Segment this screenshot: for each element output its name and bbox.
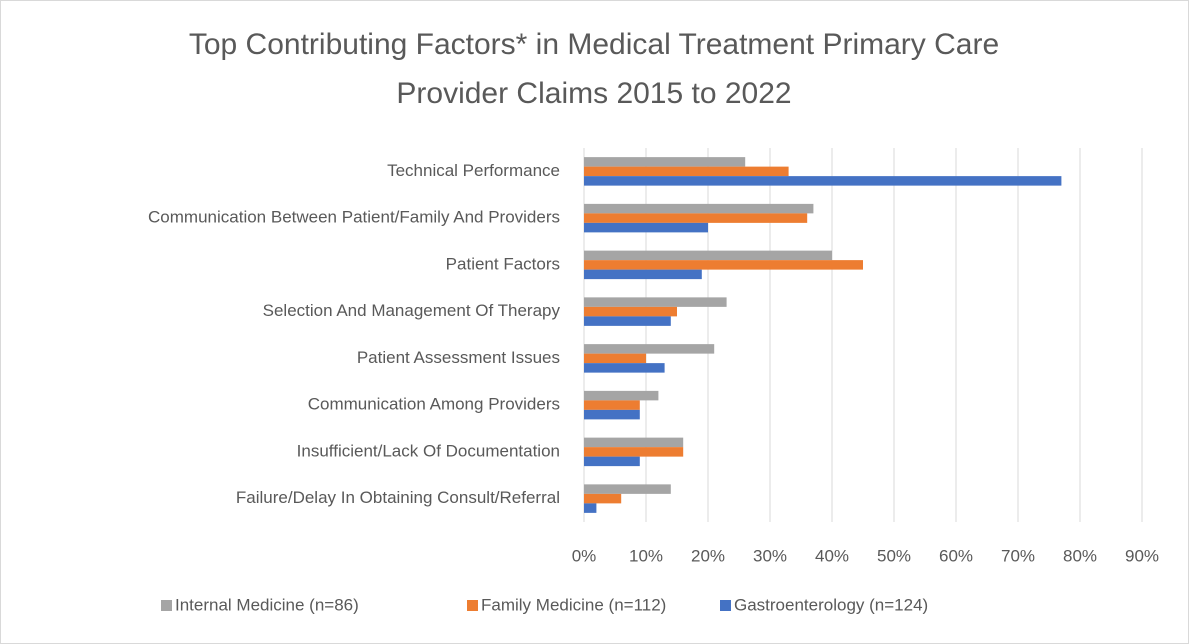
bar: [584, 400, 640, 410]
bar: [584, 390, 659, 401]
bar: [584, 363, 665, 373]
bar: [584, 316, 671, 326]
bar: [584, 503, 597, 513]
y-tick-label: Patient Factors: [446, 254, 560, 273]
bar: [584, 157, 746, 167]
y-tick-label: Communication Between Patient/Family And…: [148, 208, 560, 227]
x-tick-label: 30%: [753, 546, 787, 565]
x-tick-label: 40%: [815, 546, 849, 565]
bar: [584, 306, 677, 317]
bar: [584, 493, 622, 504]
bar: [584, 213, 808, 223]
bar: [584, 344, 715, 354]
x-tick-label: 20%: [691, 546, 725, 565]
legend-swatch: [467, 600, 478, 611]
bar: [584, 260, 863, 270]
y-tick-label: Communication Among Providers: [308, 395, 560, 414]
y-tick-label: Technical Performance: [387, 161, 560, 180]
y-tick-label: Selection And Management Of Therapy: [263, 301, 561, 320]
y-tick-label: Insufficient/Lack Of Documentation: [297, 441, 560, 460]
y-tick-label: Patient Assessment Issues: [357, 348, 560, 367]
x-tick-label: 0%: [572, 546, 597, 565]
chart-title: Top Contributing Factors* in Medical Tre…: [188, 28, 1000, 110]
x-tick-label: 70%: [1001, 546, 1035, 565]
bar: [584, 222, 708, 233]
legend-label: Family Medicine (n=112): [481, 595, 666, 614]
x-tick-label: 80%: [1063, 546, 1097, 565]
bar: [584, 447, 684, 457]
x-tick-label: 90%: [1125, 546, 1159, 565]
legend-swatch: [720, 600, 731, 611]
x-tick-label: 50%: [877, 546, 911, 565]
bar: [584, 250, 832, 261]
bar: [584, 203, 814, 214]
legend-swatch: [161, 600, 172, 611]
bar: [584, 409, 640, 420]
legend-label: Gastroenterology (n=124): [734, 595, 928, 614]
y-tick-label: Failure/Delay In Obtaining Consult/Refer…: [236, 488, 560, 507]
bar: [584, 176, 1062, 186]
bar: [584, 456, 640, 467]
legend-label: Internal Medicine (n=86): [175, 595, 359, 614]
x-tick-label: 60%: [939, 546, 973, 565]
bar: [584, 166, 789, 177]
bar: [584, 269, 702, 280]
bar: [584, 484, 671, 494]
bar: [584, 437, 684, 448]
x-tick-label: 10%: [629, 546, 663, 565]
bar: [584, 353, 646, 364]
bar: [584, 297, 727, 307]
